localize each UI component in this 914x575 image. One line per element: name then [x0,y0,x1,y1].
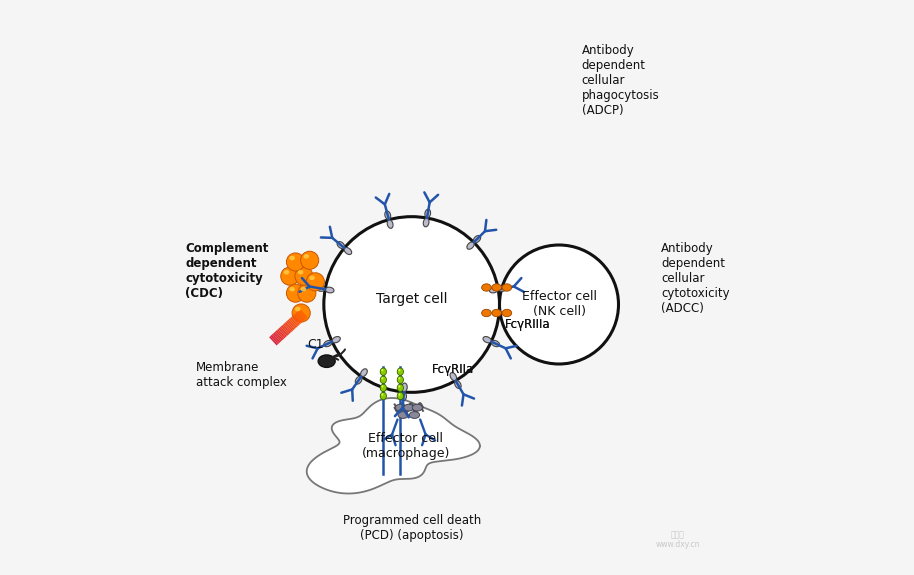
Ellipse shape [401,392,407,401]
Text: Complement
dependent
cytotoxicity
(CDC): Complement dependent cytotoxicity (CDC) [185,242,269,300]
Ellipse shape [301,287,306,292]
Ellipse shape [398,384,403,392]
Ellipse shape [301,251,319,269]
Ellipse shape [381,385,383,388]
Text: Effector cell
(NK cell): Effector cell (NK cell) [522,290,597,319]
Text: FcγRIIa: FcγRIIa [431,363,473,376]
Ellipse shape [502,309,512,317]
Text: FcγRIIIa: FcγRIIIa [505,318,551,331]
Ellipse shape [356,376,362,384]
Ellipse shape [292,304,310,322]
Ellipse shape [399,412,409,419]
Ellipse shape [492,309,502,317]
Ellipse shape [401,383,408,392]
Ellipse shape [289,256,295,260]
Circle shape [324,217,499,392]
Ellipse shape [404,404,414,411]
Ellipse shape [399,377,400,380]
Ellipse shape [380,392,387,400]
Ellipse shape [332,336,340,343]
Ellipse shape [409,412,420,419]
Text: Membrane
attack complex: Membrane attack complex [197,361,287,389]
Ellipse shape [398,368,403,375]
Ellipse shape [399,369,400,371]
Ellipse shape [473,236,481,243]
Ellipse shape [425,209,430,218]
Ellipse shape [303,254,309,259]
Ellipse shape [489,287,498,293]
Ellipse shape [381,377,383,380]
Ellipse shape [399,393,400,396]
Ellipse shape [360,369,367,377]
Ellipse shape [324,340,332,347]
Ellipse shape [492,340,500,347]
Ellipse shape [295,267,314,285]
Ellipse shape [398,376,403,384]
Ellipse shape [318,355,335,367]
Ellipse shape [388,220,393,228]
Text: Antibody
dependent
cellular
cytotoxicity
(ADCC): Antibody dependent cellular cytotoxicity… [661,242,729,315]
Ellipse shape [309,275,314,280]
Ellipse shape [306,273,324,291]
Ellipse shape [286,253,304,271]
Ellipse shape [399,385,400,388]
Ellipse shape [381,369,383,371]
Ellipse shape [344,247,352,255]
Ellipse shape [450,373,457,381]
Ellipse shape [380,368,387,375]
Ellipse shape [283,270,289,274]
Ellipse shape [325,287,334,293]
Ellipse shape [298,270,303,274]
Ellipse shape [289,287,295,292]
Ellipse shape [454,381,462,389]
Text: Programmed cell death
(PCD) (apoptosis): Programmed cell death (PCD) (apoptosis) [343,514,481,542]
Text: 丁香园
www.dxy.cn: 丁香园 www.dxy.cn [655,530,700,549]
Ellipse shape [467,242,474,250]
Polygon shape [307,398,480,493]
Ellipse shape [498,286,507,292]
Ellipse shape [295,307,301,311]
Text: Antibody
dependent
cellular
phagocytosis
(ADCP): Antibody dependent cellular phagocytosis… [581,44,659,117]
Ellipse shape [385,211,390,220]
Ellipse shape [316,286,325,292]
Text: Target cell: Target cell [376,292,448,306]
Ellipse shape [380,384,387,392]
Text: FcγRIIIa: FcγRIIIa [505,318,551,331]
Ellipse shape [483,336,491,343]
Ellipse shape [381,393,383,396]
Ellipse shape [298,284,316,302]
Ellipse shape [398,392,403,400]
Ellipse shape [337,242,345,248]
Ellipse shape [492,284,502,291]
Ellipse shape [395,404,406,411]
Text: FcγRIIa: FcγRIIa [431,363,473,376]
Ellipse shape [281,267,299,285]
Text: Effector cell
(macrophage): Effector cell (macrophage) [362,432,451,460]
Ellipse shape [286,284,304,302]
Ellipse shape [502,284,512,291]
Ellipse shape [380,376,387,384]
Ellipse shape [482,309,492,317]
Circle shape [499,245,619,364]
Ellipse shape [412,404,422,411]
Ellipse shape [482,284,492,291]
Text: C1: C1 [307,338,324,351]
Ellipse shape [423,218,429,227]
